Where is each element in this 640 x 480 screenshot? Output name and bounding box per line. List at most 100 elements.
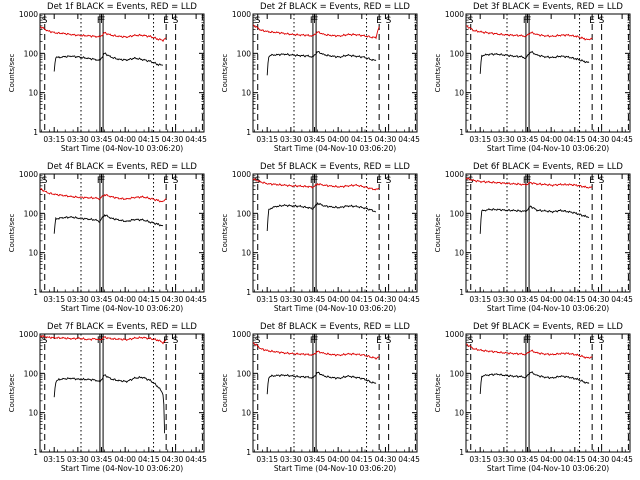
marker-label: F (313, 176, 318, 186)
y-tick-label: 1000 (19, 10, 38, 19)
marker-label: S (42, 16, 48, 26)
x-tick-label: 03:30 (67, 295, 89, 304)
x-tick-label: 04:45 (398, 455, 420, 464)
plot-frame (465, 173, 631, 293)
marker-label: E (163, 16, 169, 26)
plot-frame (252, 333, 418, 453)
x-tick-label: 04:00 (114, 295, 136, 304)
panel-title: Det 4f BLACK = Events, RED = LLD (47, 162, 197, 172)
y-tick-label: 100 (237, 49, 252, 58)
panel-title: Det 9f BLACK = Events, RED = LLD (473, 322, 623, 332)
x-axis-label: Start Time (04-Nov-10 03:06:20) (61, 304, 183, 313)
events-series-line (266, 51, 377, 76)
lld-series-line (252, 178, 380, 191)
x-tick-label: 04:45 (611, 455, 633, 464)
marker-label: S (599, 16, 605, 26)
x-axis-label: Start Time (04-Nov-10 03:06:20) (61, 144, 183, 153)
x-tick-label: 03:30 (280, 135, 302, 144)
panel-5: Det 5f BLACK = Events, RED = LLD 1 10 100 10… (221, 162, 420, 313)
y-tick-label: 1 (33, 288, 38, 297)
panel-6: Det 6f BLACK = Events, RED = LLD 1 10 100 10… (434, 162, 633, 313)
marker-label: E (376, 16, 382, 26)
x-tick-label: 03:45 (517, 455, 539, 464)
x-tick-label: 04:45 (185, 295, 207, 304)
marker-label: S (468, 336, 474, 346)
x-tick-label: 03:30 (493, 455, 515, 464)
y-tick-label: 1 (33, 128, 38, 137)
y-axis-label: Counts/sec (8, 54, 16, 93)
marker-label: F (523, 176, 528, 186)
marker-label: S (599, 176, 605, 186)
x-tick-label: 04:15 (138, 295, 160, 304)
marker-label: E (376, 336, 382, 346)
marker-label: F (97, 176, 102, 186)
panel-1: Det 1f BLACK = Events, RED = LLD 1 10 100 10… (8, 2, 207, 153)
y-tick-label: 10 (28, 89, 38, 98)
y-tick-label: 1000 (232, 170, 251, 179)
x-tick-label: 04:15 (564, 135, 586, 144)
x-tick-label: 03:30 (493, 135, 515, 144)
y-tick-label: 100 (450, 49, 465, 58)
panel-title: Det 1f BLACK = Events, RED = LLD (47, 2, 197, 12)
x-tick-label: 04:15 (351, 455, 373, 464)
y-tick-label: 1000 (232, 10, 251, 19)
marker-label: F (313, 336, 318, 346)
y-axis-label: Counts/sec (221, 214, 229, 253)
y-tick-label: 100 (237, 369, 252, 378)
panel-title: Det 2f BLACK = Events, RED = LLD (260, 2, 410, 12)
plot-frame (252, 13, 418, 133)
y-tick-label: 1000 (19, 330, 38, 339)
marker-label: S (173, 16, 179, 26)
plot-frame (465, 13, 631, 133)
y-tick-label: 10 (454, 409, 464, 418)
lld-series-line (39, 335, 167, 345)
events-series-line (479, 371, 590, 395)
panel-title: Det 8f BLACK = Events, RED = LLD (260, 322, 410, 332)
lld-series-line (253, 24, 380, 40)
x-tick-label: 03:15 (469, 295, 491, 304)
y-tick-label: 1 (246, 288, 251, 297)
y-tick-label: 1 (459, 448, 464, 457)
y-tick-label: 100 (24, 369, 39, 378)
y-axis-label: Counts/sec (221, 374, 229, 413)
x-tick-label: 04:30 (588, 455, 610, 464)
x-tick-label: 03:45 (91, 295, 113, 304)
x-tick-label: 03:30 (280, 455, 302, 464)
y-tick-label: 100 (450, 209, 465, 218)
x-tick-label: 03:15 (43, 455, 65, 464)
y-tick-label: 10 (454, 249, 464, 258)
x-tick-label: 03:15 (256, 295, 278, 304)
x-tick-label: 04:45 (611, 135, 633, 144)
x-tick-label: 03:15 (469, 135, 491, 144)
plot-frame (252, 173, 418, 293)
y-tick-label: 1 (33, 448, 38, 457)
events-series-line (53, 213, 164, 234)
x-tick-label: 03:15 (469, 455, 491, 464)
marker-label: S (468, 176, 474, 186)
x-tick-label: 03:30 (67, 135, 89, 144)
panel-title: Det 3f BLACK = Events, RED = LLD (473, 2, 623, 12)
y-axis-label: Counts/sec (434, 374, 442, 413)
x-tick-label: 03:15 (256, 135, 278, 144)
x-tick-label: 03:15 (256, 455, 278, 464)
y-tick-label: 1 (246, 128, 251, 137)
x-tick-label: 04:15 (564, 455, 586, 464)
marker-label: F (100, 336, 105, 346)
y-tick-label: 100 (24, 49, 39, 58)
x-tick-label: 04:30 (588, 135, 610, 144)
x-tick-label: 04:15 (138, 455, 160, 464)
marker-label: F (310, 336, 315, 346)
panel-4: Det 4f BLACK = Events, RED = LLD 1 10 100 10… (8, 162, 207, 313)
x-tick-label: 04:45 (398, 295, 420, 304)
lld-series-line (465, 177, 593, 189)
x-tick-label: 04:30 (162, 295, 184, 304)
y-axis-label: Counts/sec (8, 374, 16, 413)
x-tick-label: 04:15 (138, 135, 160, 144)
y-axis-label: Counts/sec (434, 54, 442, 93)
x-tick-label: 04:00 (114, 455, 136, 464)
x-tick-label: 04:30 (588, 295, 610, 304)
marker-label: F (310, 16, 315, 26)
marker-label: E (589, 176, 595, 186)
y-tick-label: 1000 (445, 10, 464, 19)
